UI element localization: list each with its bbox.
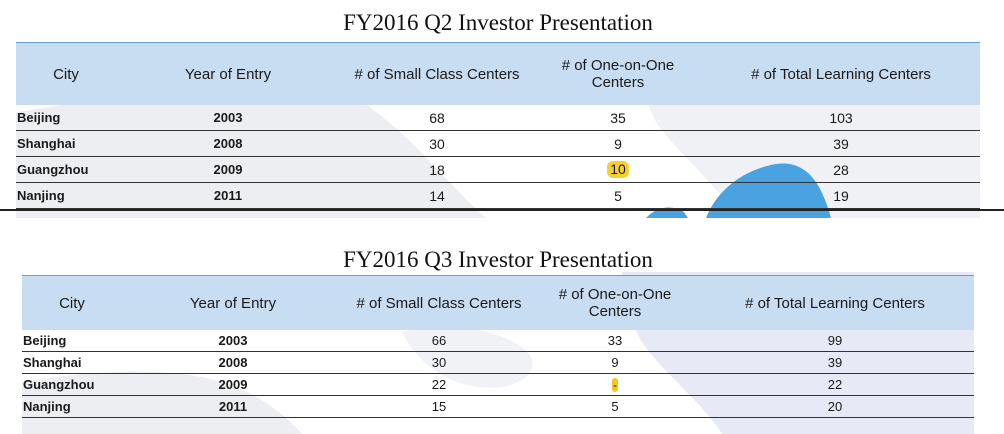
year-cell: 2011 (116, 182, 340, 209)
city-cell: Nanjing (22, 395, 122, 418)
total-cell: 39 (696, 351, 974, 374)
highlighted-value: 10 (607, 161, 629, 178)
total-cell: 19 (702, 182, 980, 209)
small-class-cell: 22 (344, 373, 534, 396)
col-header-city: City (16, 42, 116, 105)
total-cell: 99 (696, 330, 974, 352)
small-class-cell: 30 (340, 130, 534, 157)
total-cell: 28 (702, 156, 980, 183)
section-divider (0, 209, 1004, 211)
small-class-cell: 66 (344, 330, 534, 352)
q3-learning-centers-table: City Year of Entry # of Small Class Cent… (22, 275, 974, 418)
total-cell: 22 (696, 373, 974, 396)
one-on-one-cell: 33 (534, 330, 696, 352)
year-cell: 2011 (122, 395, 344, 418)
year-cell: 2008 (116, 130, 340, 157)
city-cell: Guangzhou (22, 373, 122, 396)
small-class-cell: 15 (344, 395, 534, 418)
table-row: Beijing 2003 68 35 103 (16, 105, 980, 131)
total-cell: 20 (696, 395, 974, 418)
small-class-cell: 18 (340, 156, 534, 183)
table-row: Nanjing 2011 14 5 19 (16, 182, 980, 209)
small-class-cell: 14 (340, 182, 534, 209)
q2-learning-centers-table: City Year of Entry # of Small Class Cent… (16, 42, 980, 209)
q2-presentation-title: FY2016 Q2 Investor Presentation (343, 10, 653, 35)
col-header-city: City (22, 275, 122, 330)
city-cell: Nanjing (16, 182, 116, 209)
total-cell: 39 (702, 130, 980, 157)
city-cell: Shanghai (16, 130, 116, 157)
year-cell: 2003 (122, 330, 344, 352)
one-on-one-cell: 9 (534, 351, 696, 374)
small-class-cell: 30 (344, 351, 534, 374)
q3-presentation-title: FY2016 Q3 Investor Presentation (343, 247, 653, 272)
table-header-row: City Year of Entry # of Small Class Cent… (22, 275, 974, 330)
col-header-year: Year of Entry (116, 42, 340, 105)
one-on-one-cell: 5 (534, 395, 696, 418)
col-header-total: # of Total Learning Centers (702, 42, 980, 105)
one-on-one-cell: 5 (534, 182, 702, 209)
col-header-one-on-one: # of One-on-One Centers (534, 275, 696, 330)
city-cell: Shanghai (22, 351, 122, 374)
year-cell: 2003 (116, 105, 340, 131)
year-cell: 2009 (116, 156, 340, 183)
one-on-one-cell: - (534, 373, 696, 396)
highlighted-value: - (612, 378, 618, 392)
table-row: Shanghai 2008 30 9 39 (16, 130, 980, 157)
table-row: Guangzhou 2009 18 10 28 (16, 156, 980, 183)
col-header-total: # of Total Learning Centers (696, 275, 974, 330)
city-cell: Beijing (16, 105, 116, 131)
one-on-one-cell: 35 (534, 105, 702, 131)
col-header-one-on-one: # of One-on-One Centers (534, 42, 702, 105)
city-cell: Guangzhou (16, 156, 116, 183)
total-cell: 103 (702, 105, 980, 131)
year-cell: 2008 (122, 351, 344, 374)
one-on-one-cell: 9 (534, 130, 702, 157)
table-row: Guangzhou 2009 22 - 22 (22, 373, 974, 396)
col-header-small-class: # of Small Class Centers (340, 42, 534, 105)
table-row: Nanjing 2011 15 5 20 (22, 395, 974, 418)
city-cell: Beijing (22, 330, 122, 352)
col-header-small-class: # of Small Class Centers (344, 275, 534, 330)
table-header-row: City Year of Entry # of Small Class Cent… (16, 42, 980, 105)
small-class-cell: 68 (340, 105, 534, 131)
col-header-year: Year of Entry (122, 275, 344, 330)
table-row: Shanghai 2008 30 9 39 (22, 351, 974, 374)
table-row: Beijing 2003 66 33 99 (22, 330, 974, 352)
one-on-one-cell: 10 (534, 156, 702, 183)
year-cell: 2009 (122, 373, 344, 396)
